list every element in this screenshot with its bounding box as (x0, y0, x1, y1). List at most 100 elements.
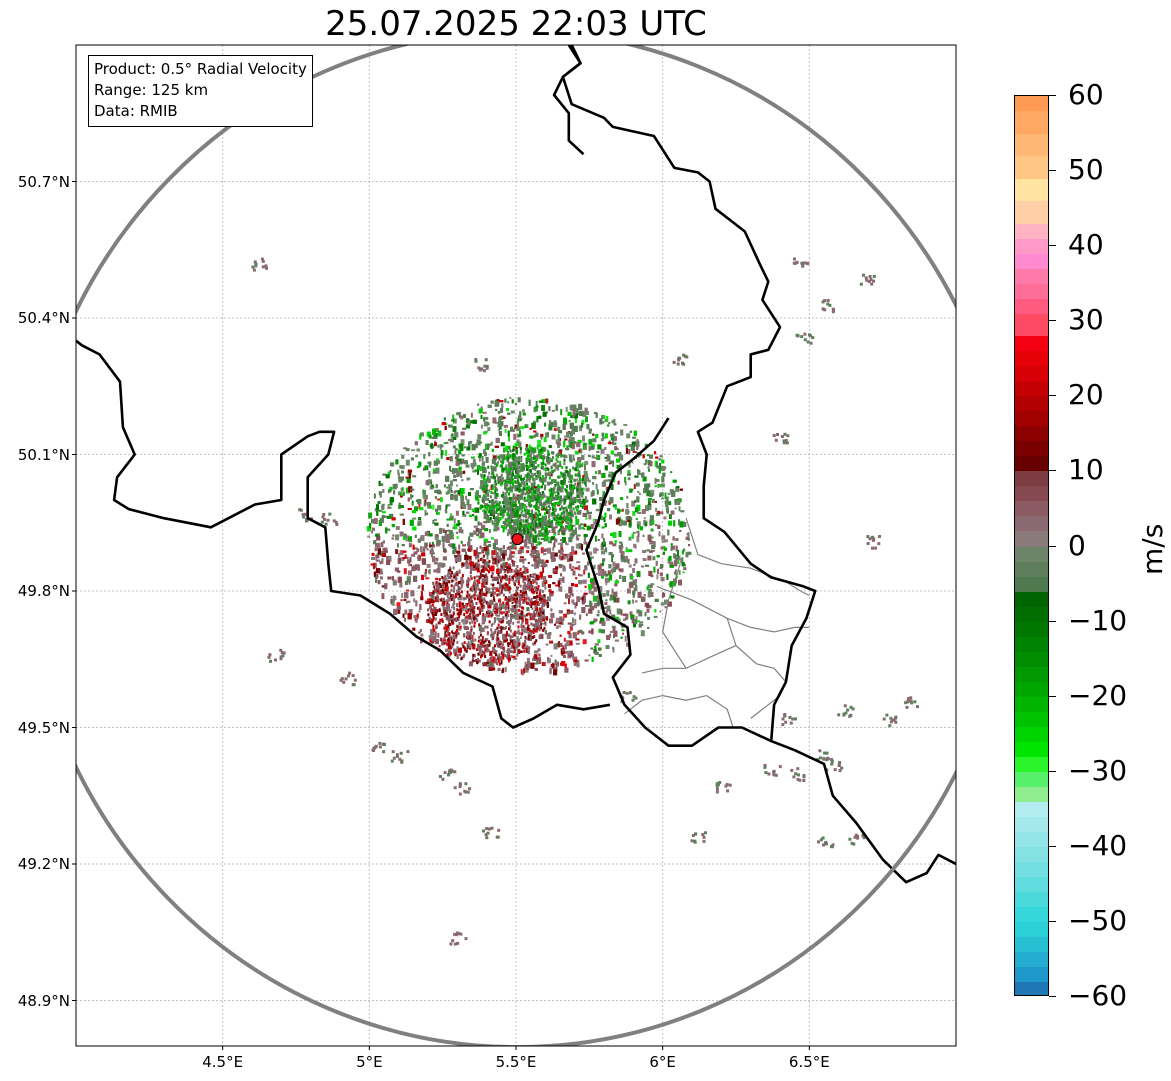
lat-tick-label: 49.5°N (17, 718, 70, 737)
colorbar-segment (1015, 546, 1048, 563)
colorbar-tick (1049, 545, 1056, 547)
lon-tick-label: 6°E (649, 1053, 676, 1071)
colorbar-tick (1049, 996, 1056, 997)
colorbar-segment (1015, 426, 1048, 442)
colorbar-tick (1049, 770, 1056, 772)
info-range: Range: 125 km (94, 81, 209, 99)
colorbar-tick-label: 20 (1068, 378, 1104, 412)
country-border (552, 45, 585, 156)
colorbar-segment (1015, 606, 1048, 623)
colorbar-tick (1049, 695, 1056, 697)
colorbar-tick-label: 50 (1068, 153, 1104, 187)
colorbar-segment (1015, 486, 1048, 503)
country-border (585, 417, 772, 748)
colorbar-segment (1015, 621, 1048, 638)
colorbar-tick-label: −40 (1068, 828, 1128, 862)
colorbar-segment (1015, 936, 1048, 953)
colorbar-segment (1015, 846, 1048, 863)
colorbar-segment (1015, 756, 1048, 773)
lat-tick-label: 49.8°N (17, 582, 70, 600)
colorbar-segment (1015, 591, 1048, 608)
country-border (76, 339, 611, 729)
colorbar-tick (1049, 245, 1056, 247)
colorbar-tick-label: 0 (1068, 528, 1086, 562)
lat-tick-label: 50.7°N (17, 172, 70, 191)
colorbar-segment (1015, 816, 1048, 833)
info-data-source: Data: RMIB (94, 102, 178, 120)
colorbar-segment (1015, 366, 1048, 382)
subdivision-border (656, 585, 810, 633)
colorbar-segment (1015, 921, 1048, 938)
colorbar-segment (1015, 238, 1048, 255)
subdivision-border (641, 645, 737, 674)
map-content (76, 45, 956, 1046)
colorbar-segment (1015, 861, 1048, 878)
lat-tick-label: 50.4°N (17, 309, 70, 327)
colorbar-segment (1015, 891, 1048, 908)
colorbar-segment (1015, 411, 1048, 427)
colorbar-tick (1049, 920, 1056, 922)
colorbar-segment (1015, 771, 1048, 788)
colorbar-segment (1015, 531, 1048, 548)
colorbar-tick (1049, 95, 1056, 96)
colorbar-tick (1049, 470, 1056, 472)
colorbar-segment (1015, 298, 1048, 315)
colorbar-segment (1015, 561, 1048, 578)
colorbar-tick-label: 10 (1068, 453, 1104, 487)
colorbar-segment (1015, 133, 1048, 157)
lon-tick-label: 5.5°E (495, 1053, 537, 1071)
colorbar-segment (1015, 786, 1048, 803)
colorbar-unit: m/s (1136, 523, 1169, 575)
colorbar-tick-label: −10 (1068, 603, 1128, 637)
velocity-echoes (251, 257, 919, 946)
lon-tick-label: 6.5°E (788, 1053, 830, 1071)
colorbar-tick (1049, 395, 1056, 397)
colorbar-tick (1049, 320, 1056, 322)
colorbar-tick-label: −20 (1068, 678, 1128, 712)
country-border (561, 45, 956, 884)
colorbar-segment (1015, 178, 1048, 202)
lat-tick-label: 49.2°N (17, 855, 70, 873)
radar-site-marker (511, 533, 524, 546)
colorbar-tick-label: −60 (1068, 979, 1128, 1012)
colorbar-segment (1015, 283, 1048, 300)
colorbar-segment (1015, 831, 1048, 848)
colorbar-segment (1015, 351, 1048, 367)
colorbar-segment (1015, 801, 1048, 818)
lon-tick-label: 5°E (356, 1053, 383, 1071)
colorbar-segment (1015, 711, 1048, 728)
colorbar-segment (1015, 223, 1048, 240)
colorbar-tick-label: −30 (1068, 753, 1128, 787)
colorbar-tick (1049, 845, 1056, 847)
colorbar-segment (1015, 906, 1048, 923)
colorbar-segment (1015, 381, 1048, 397)
colorbar-segment (1015, 741, 1048, 758)
colorbar-segment (1015, 313, 1048, 337)
subdivision-border (624, 694, 734, 728)
colorbar (1014, 95, 1049, 996)
colorbar-segment (1015, 111, 1048, 135)
colorbar-tick (1049, 170, 1056, 172)
colorbar-segment (1015, 651, 1048, 668)
colorbar-segment (1015, 726, 1048, 743)
info-product: Product: 0.5° Radial Velocity (94, 60, 307, 78)
colorbar-segment (1015, 96, 1048, 112)
colorbar-segment (1015, 471, 1048, 488)
map-title: 25.07.2025 22:03 UTC (325, 4, 707, 44)
colorbar-tick (1049, 620, 1056, 622)
colorbar-tick-label: −50 (1068, 903, 1128, 937)
colorbar-segment (1015, 951, 1048, 968)
lat-tick-label: 48.9°N (17, 991, 70, 1010)
colorbar-segment (1015, 253, 1048, 270)
colorbar-tick-label: 60 (1068, 78, 1104, 111)
colorbar-segment (1015, 336, 1048, 352)
colorbar-segment (1015, 516, 1048, 533)
colorbar-segment (1015, 696, 1048, 713)
colorbar-segment (1015, 681, 1048, 698)
colorbar-segment (1015, 636, 1048, 653)
subdivision-border (685, 518, 810, 597)
colorbar-segment (1015, 666, 1048, 683)
colorbar-tick-label: 40 (1068, 228, 1104, 262)
info-box: Product: 0.5° Radial Velocity Range: 125… (88, 55, 313, 127)
